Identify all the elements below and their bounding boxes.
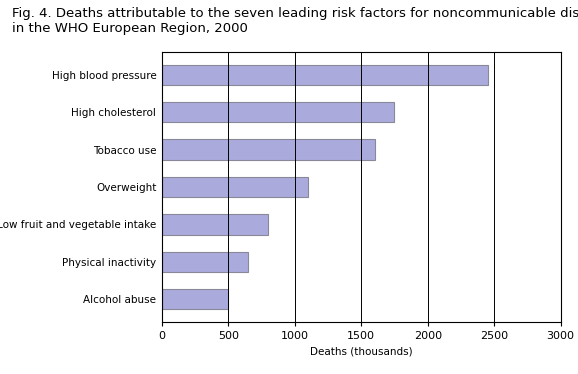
Bar <box>162 139 375 160</box>
Text: Fig. 4. Deaths attributable to the seven leading risk factors for noncommunicabl: Fig. 4. Deaths attributable to the seven… <box>12 7 578 36</box>
Bar <box>162 102 394 123</box>
Bar <box>162 289 228 309</box>
X-axis label: Deaths (thousands): Deaths (thousands) <box>310 346 413 356</box>
Bar <box>162 177 308 197</box>
Bar <box>162 251 249 272</box>
Bar <box>162 65 487 85</box>
Bar <box>162 214 268 235</box>
